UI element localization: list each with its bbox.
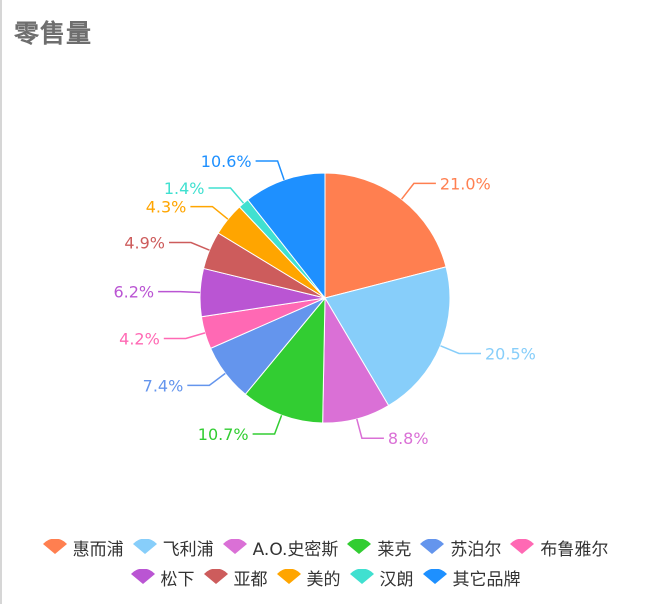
panel-left-border <box>0 0 2 604</box>
slice-leader-line <box>163 332 206 340</box>
legend-label: 松下 <box>160 569 195 590</box>
legend-row: 惠而浦 飞利浦 A.O.史密斯 莱克 苏泊尔 布鲁雅尔 <box>0 532 650 562</box>
legend-fan-icon <box>347 539 372 554</box>
legend-fan-icon <box>130 569 155 584</box>
legend-item[interactable]: 莱克 <box>346 535 411 560</box>
legend-fan-icon <box>349 569 374 584</box>
slice-data-label: 1.4% <box>164 179 205 198</box>
slice-data-label: 7.4% <box>143 376 184 395</box>
slice-data-label: 4.2% <box>119 330 160 349</box>
slice-leader-line <box>252 414 283 435</box>
legend-fan-icon <box>203 569 228 584</box>
legend-item[interactable]: 布鲁雅尔 <box>509 535 608 560</box>
legend-item[interactable]: 惠而浦 <box>42 535 124 560</box>
slice-data-label: 4.3% <box>146 198 187 217</box>
slice-leader-line <box>255 160 285 181</box>
legend-row: 松下 亚都 美的 汉朗 其它品牌 <box>0 562 650 592</box>
slice-leader-line <box>440 345 481 355</box>
slice-leader-line <box>190 205 229 220</box>
slice-data-label: 21.0% <box>440 174 491 193</box>
slice-data-label: 20.5% <box>485 345 536 364</box>
legend-label: 布鲁雅尔 <box>540 539 609 560</box>
chart-legend: 惠而浦 飞利浦 A.O.史密斯 莱克 苏泊尔 布鲁雅尔 松下 亚都 美的 汉朗 其它品牌 <box>0 532 650 592</box>
legend-fan-icon <box>510 539 535 554</box>
pie-slice[interactable] <box>324 172 447 299</box>
slice-data-label: 10.7% <box>198 425 249 444</box>
legend-label: 苏泊尔 <box>450 539 502 560</box>
slice-leader-line <box>158 290 201 294</box>
legend-item[interactable]: A.O.史密斯 <box>222 535 339 560</box>
legend-fan-icon <box>422 569 447 584</box>
slice-data-label: 4.9% <box>124 234 165 253</box>
slice-data-label: 6.2% <box>113 283 154 302</box>
slice-leader-line <box>356 418 384 439</box>
legend-item[interactable]: 飞利浦 <box>132 535 214 560</box>
legend-item[interactable]: 苏泊尔 <box>419 535 501 560</box>
legend-item[interactable]: 汉朗 <box>349 565 414 590</box>
legend-label: 其它品牌 <box>452 569 521 590</box>
legend-label: 莱克 <box>377 539 412 560</box>
legend-item[interactable]: 美的 <box>276 565 341 590</box>
legend-fan-icon <box>222 539 247 554</box>
slice-leader-line <box>208 187 245 204</box>
legend-fan-icon <box>132 539 157 554</box>
legend-label: 亚都 <box>233 569 268 590</box>
legend-label: 汉朗 <box>379 569 414 590</box>
slice-leader-line <box>187 372 226 387</box>
legend-label: 飞利浦 <box>162 539 214 560</box>
slice-leader-line <box>169 241 210 251</box>
pie-chart: 21.0%20.5%8.8%10.7%7.4%4.2%6.2%4.9%4.3%1… <box>113 152 536 448</box>
legend-label: 惠而浦 <box>72 539 124 560</box>
legend-item[interactable]: 其它品牌 <box>422 565 521 590</box>
slice-leader-line <box>401 182 436 200</box>
legend-label: A.O.史密斯 <box>252 539 339 560</box>
slice-data-label: 10.6% <box>201 152 252 171</box>
legend-item[interactable]: 松下 <box>130 565 195 590</box>
chart-title: 零售量 <box>14 19 93 48</box>
legend-label: 美的 <box>306 569 341 590</box>
legend-fan-icon <box>420 539 445 554</box>
pie-slice[interactable] <box>324 266 451 407</box>
legend-fan-icon <box>42 539 67 554</box>
pie-slice[interactable] <box>247 172 326 300</box>
legend-item[interactable]: 亚都 <box>203 565 268 590</box>
legend-fan-icon <box>276 569 301 584</box>
slice-data-label: 8.8% <box>388 429 429 448</box>
